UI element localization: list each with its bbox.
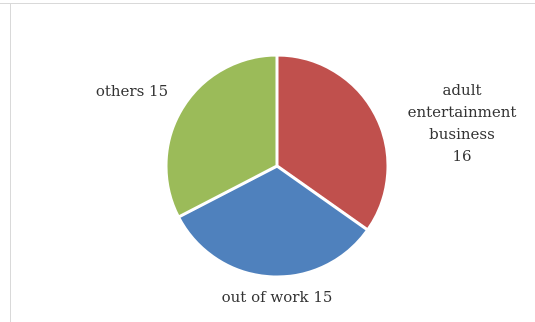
data-label-line: out of work 15 <box>222 288 333 306</box>
data-label-line: entertainment <box>408 103 517 121</box>
data-label-line: business <box>429 125 495 143</box>
slice-adult-entertainment <box>275 53 390 232</box>
label-others: others 15 <box>96 82 168 100</box>
data-label-line: adult <box>442 81 481 99</box>
frame-left-border <box>10 3 11 322</box>
slice-others <box>164 53 279 219</box>
label-out-of-work: out of work 15 <box>222 288 333 306</box>
data-label-line: others 15 <box>96 82 168 100</box>
label-adult-entertainment: adult entertainment business 16 <box>408 81 517 165</box>
data-label-line: 16 <box>452 147 471 165</box>
frame-top-border <box>0 3 535 4</box>
